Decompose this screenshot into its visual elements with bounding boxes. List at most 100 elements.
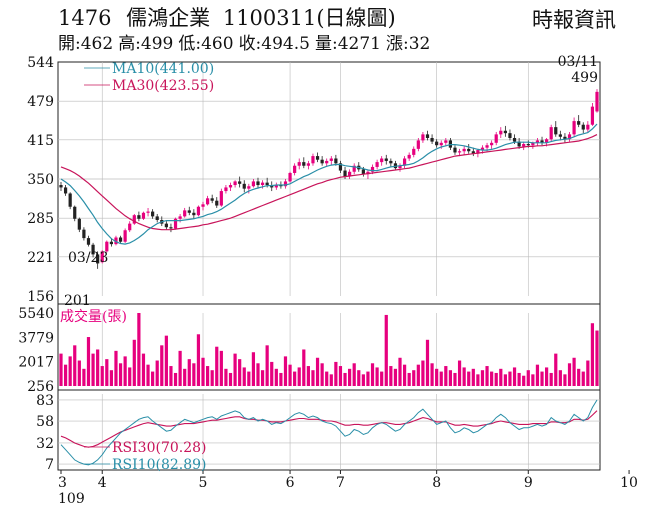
rsi10-legend: RSI10(82.89): [112, 457, 206, 473]
volume-bar: [320, 363, 324, 386]
volume-bar: [146, 364, 150, 386]
candle-body: [499, 130, 503, 135]
volume-bar: [430, 363, 434, 386]
volume-bar: [462, 367, 466, 386]
chart-header-title: 1476 儒鴻企業 1100311(日線圖): [58, 2, 396, 32]
volume-bar: [357, 370, 361, 386]
volume-bar: [581, 371, 585, 386]
candle-body: [96, 254, 100, 264]
candle-body: [270, 185, 274, 188]
candle-body: [430, 137, 434, 142]
candle-body: [352, 165, 356, 172]
candle-body: [398, 165, 402, 169]
candle-body: [283, 181, 288, 187]
ma10-legend: MA10(441.00): [112, 61, 214, 77]
volume-bar: [567, 363, 572, 386]
x-tick-label: 9: [524, 475, 533, 491]
candle-body: [192, 212, 196, 216]
x-tick-label: 3: [58, 475, 67, 491]
x-tick-label: 10: [620, 475, 638, 491]
candle-body: [210, 198, 214, 201]
volume-bar: [205, 366, 210, 386]
candle-body: [375, 162, 379, 167]
volume-bar: [173, 372, 178, 386]
volume-bar: [315, 357, 320, 386]
candle-body: [343, 170, 347, 177]
volume-bar: [361, 374, 365, 386]
volume-bar: [155, 360, 159, 386]
candle-body: [265, 182, 269, 186]
stat-4: 量:4271: [314, 34, 381, 54]
volume-bar: [192, 363, 196, 386]
candle-body: [402, 158, 407, 166]
rsi30-line: [60, 410, 598, 448]
candle-body: [494, 134, 498, 143]
candle-body: [563, 136, 567, 140]
volume-bar: [485, 366, 489, 386]
volume-bar: [348, 368, 352, 386]
candle-body: [421, 134, 425, 141]
volume-bar: [297, 367, 301, 386]
chart-date: 1100311: [222, 6, 317, 30]
candle-body: [545, 139, 549, 143]
volume-bar: [480, 370, 485, 386]
volume-bar: [352, 363, 356, 386]
candle-body: [132, 215, 136, 224]
volume-bar: [595, 330, 599, 386]
volume-bar: [590, 323, 595, 386]
candle-body: [517, 141, 521, 147]
volume-bar: [572, 357, 576, 386]
volume-bar: [549, 372, 553, 386]
candle-body: [293, 165, 297, 173]
x-tick-label: 5: [199, 475, 208, 491]
candle-body: [100, 251, 104, 263]
candle-body: [173, 218, 178, 229]
candle-body: [141, 212, 146, 219]
volume-bar: [540, 371, 544, 386]
volume-bar: [141, 353, 146, 386]
volume-bar: [224, 368, 228, 386]
volume-bar: [270, 361, 274, 386]
candle-body: [503, 130, 507, 134]
volume-bar: [160, 345, 164, 386]
volume-bar: [370, 363, 375, 386]
data-source: 時報資訊: [532, 8, 616, 32]
volume-bar: [402, 364, 407, 386]
candle-body: [572, 121, 576, 135]
volume-bar: [512, 367, 517, 386]
candle-body: [146, 211, 150, 213]
volume-bar: [132, 339, 136, 386]
x-tick-label: 7: [336, 475, 345, 491]
candle-body: [567, 134, 572, 140]
candle-body: [302, 162, 306, 166]
volume-bar: [586, 360, 590, 386]
volume-bar: [105, 359, 109, 386]
rsi-tick-label: 58: [36, 414, 54, 430]
volume-bar: [293, 371, 297, 386]
volume-bar: [215, 346, 219, 386]
x-tick-label: 6: [286, 475, 295, 491]
volume-bar: [412, 370, 416, 386]
volume-tick-label: 256: [27, 379, 54, 395]
volume-bar: [242, 367, 246, 386]
candle-body: [384, 158, 388, 161]
volume-bar: [503, 374, 507, 386]
volume-bar: [393, 368, 398, 386]
candle-body: [320, 159, 324, 164]
volume-bar: [260, 370, 265, 386]
price-tick-label: 221: [27, 250, 54, 266]
candle-body: [329, 158, 333, 161]
volume-bar: [265, 345, 269, 386]
volume-bar: [517, 372, 521, 386]
volume-bar: [343, 372, 347, 386]
volume-bar: [545, 367, 549, 386]
rsi30-legend: RSI30(70.28): [112, 440, 206, 456]
volume-bar: [201, 357, 205, 386]
volume-bar: [251, 352, 256, 386]
price-tick-label: 544: [27, 55, 54, 71]
volume-bar: [238, 359, 242, 386]
volume-bar: [421, 360, 425, 386]
volume-bar: [123, 356, 127, 386]
volume-bar: [311, 370, 315, 386]
